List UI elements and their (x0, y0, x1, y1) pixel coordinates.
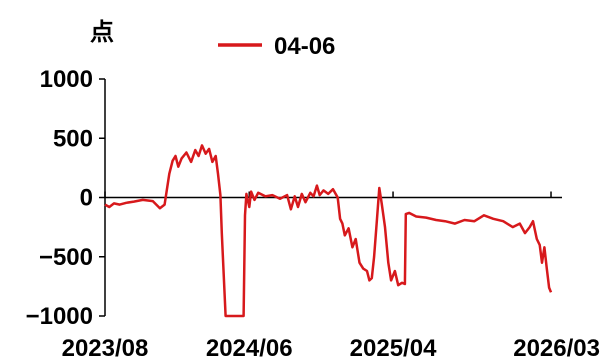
legend: 04-06 (218, 33, 335, 60)
x-ticks: 2023/08 2024/06 2025/04 2026/03 (62, 191, 600, 360)
y-tick-label: 1000 (40, 66, 93, 93)
axes (104, 79, 562, 316)
y-unit-label: 点 (90, 18, 114, 46)
plot-area (104, 144, 553, 318)
series-line-04-06 (104, 144, 553, 318)
x-tick-label: 2026/03 (513, 335, 600, 360)
x-tick-label: 2023/08 (62, 335, 149, 360)
y-tick-label: −1000 (26, 303, 93, 330)
legend-label: 04-06 (274, 33, 335, 60)
y-tick-label: 0 (80, 185, 93, 212)
y-tick-label: −500 (39, 244, 93, 271)
y-tick-label: 500 (53, 125, 93, 152)
x-tick-label: 2024/06 (206, 335, 293, 360)
x-tick-label: 2025/04 (350, 335, 437, 360)
y-ticks: 1000 500 0 −500 −1000 (26, 66, 105, 330)
